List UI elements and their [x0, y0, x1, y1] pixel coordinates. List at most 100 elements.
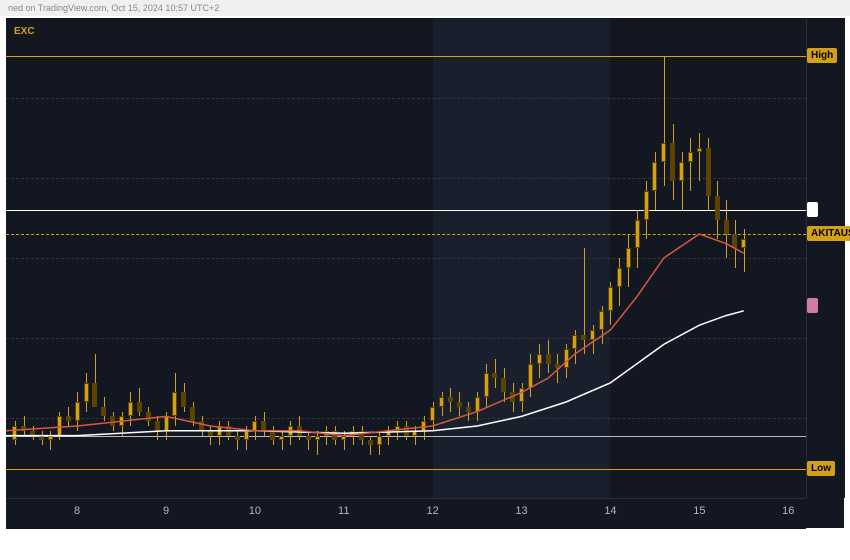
x-tick: 16	[782, 505, 794, 517]
candle-body	[519, 388, 524, 402]
x-tick: 10	[249, 505, 261, 517]
candle-body	[644, 191, 649, 220]
candle-wick	[317, 431, 318, 455]
candle-body	[377, 436, 382, 446]
candle-body	[84, 383, 89, 402]
tag-ticker: AKITAUSDT	[807, 226, 850, 241]
candle-body	[386, 431, 391, 436]
candle-body	[30, 431, 35, 436]
candle-wick	[326, 426, 327, 445]
candle-body	[501, 378, 506, 392]
candle-body	[564, 349, 569, 368]
candle-body	[137, 402, 142, 412]
candle-body	[670, 143, 675, 181]
candle-body	[404, 426, 409, 436]
candle-body	[528, 364, 533, 388]
candle-body	[306, 436, 311, 441]
x-axis: 8910111213141516	[6, 498, 806, 529]
candle-body	[244, 431, 249, 441]
candle-body	[297, 426, 302, 436]
x-tick: 9	[163, 505, 169, 517]
candle-body	[92, 383, 97, 407]
candle-wick	[370, 436, 371, 455]
candle-wick	[237, 431, 238, 450]
candle-body	[421, 421, 426, 431]
gridline	[6, 418, 806, 419]
gridline	[6, 338, 806, 339]
chart-area[interactable]: EXC 8910111213141516 High AKITAUSDT Low	[6, 18, 844, 528]
candle-body	[457, 402, 462, 407]
candle-body	[652, 162, 657, 191]
gridline	[6, 258, 806, 259]
candle-body	[555, 364, 560, 369]
candle-body	[332, 431, 337, 441]
candle-wick	[699, 133, 700, 181]
x-tick: 8	[74, 505, 80, 517]
candle-body	[492, 373, 497, 378]
x-tick: 14	[604, 505, 616, 517]
price-gutter: High AKITAUSDT Low	[806, 18, 845, 498]
candle-body	[75, 402, 80, 421]
candle-body	[110, 416, 115, 426]
candle-wick	[353, 426, 354, 445]
plot-area[interactable]: EXC	[6, 18, 806, 498]
candle-body	[590, 330, 595, 340]
x-tick: 13	[515, 505, 527, 517]
candle-body	[688, 152, 693, 162]
candle-body	[697, 148, 702, 153]
candle-wick	[210, 426, 211, 445]
candle-body	[155, 421, 160, 431]
level-high	[6, 56, 806, 57]
candle-body	[252, 421, 257, 431]
candle-body	[484, 373, 489, 397]
candle-body	[581, 335, 586, 340]
candle-body	[572, 335, 577, 349]
candle-body	[101, 407, 106, 417]
candle-wick	[744, 229, 745, 272]
candle-body	[119, 416, 124, 426]
candle-body	[128, 402, 133, 416]
candle-wick	[468, 402, 469, 421]
candle-body	[626, 248, 631, 267]
candle-body	[324, 431, 329, 436]
candle-body	[172, 392, 177, 416]
level-ticker	[6, 234, 806, 235]
x-tick: 12	[427, 505, 439, 517]
candle-body	[21, 426, 26, 431]
candle-wick	[308, 431, 309, 450]
candle-body	[395, 426, 400, 431]
candle-body	[732, 234, 737, 248]
candle-body	[341, 436, 346, 441]
candle-body	[48, 436, 53, 441]
candle-body	[146, 412, 151, 422]
candle-body	[510, 392, 515, 402]
candle-body	[235, 436, 240, 441]
candle-wick	[664, 56, 665, 186]
candle-body	[466, 407, 471, 412]
candle-body	[261, 421, 266, 431]
candle-body	[66, 416, 71, 421]
candle-body	[315, 436, 320, 441]
candle-wick	[50, 431, 51, 450]
header-caption: ned on TradingView.com, Oct 15, 2024 10:…	[0, 0, 850, 16]
candle-body	[39, 436, 44, 441]
candle-wick	[282, 431, 283, 450]
level-low	[6, 469, 806, 470]
candle-body	[350, 431, 355, 436]
candle-body	[12, 426, 17, 440]
candle-body	[368, 440, 373, 445]
candle-body	[599, 311, 604, 330]
candle-body	[164, 416, 169, 430]
candle-body	[537, 354, 542, 364]
candle-body	[217, 426, 222, 436]
candle-wick	[344, 431, 345, 450]
candle-body	[439, 397, 444, 407]
tag-current	[807, 202, 818, 217]
candle-body	[617, 268, 622, 287]
candle-body	[679, 162, 684, 181]
gridline	[6, 98, 806, 99]
candle-wick	[388, 426, 389, 445]
candle-wick	[557, 354, 558, 383]
exchange-label: EXC	[14, 26, 35, 37]
candle-body	[608, 287, 613, 311]
